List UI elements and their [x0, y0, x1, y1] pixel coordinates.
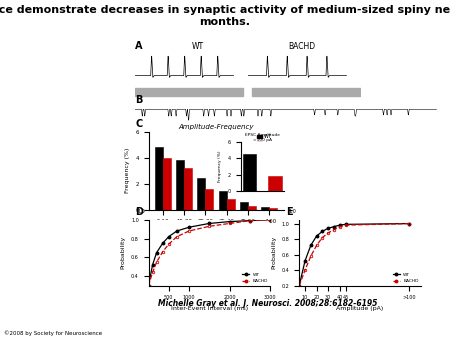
Text: D: D [135, 207, 143, 217]
Bar [219, 191, 227, 210]
Title: Amplitude-Frequency: Amplitude-Frequency [178, 124, 254, 130]
Legend: WT, BACHD: WT, BACHD [393, 273, 419, 283]
Bar [163, 158, 171, 210]
Text: The Journal of Neuroscience: The Journal of Neuroscience [42, 320, 116, 325]
Circle shape [0, 317, 46, 330]
Text: B: B [135, 95, 142, 105]
Bar [155, 147, 163, 210]
Bar [205, 189, 213, 210]
Text: WT: WT [192, 42, 204, 51]
Text: 1.0: 1.0 [288, 209, 296, 214]
Bar [268, 176, 282, 191]
Text: BACHD: BACHD [288, 42, 315, 51]
Legend: WT, BACHD: WT, BACHD [242, 273, 268, 283]
Bar [176, 160, 184, 210]
X-axis label: Amplitude (pA): Amplitude (pA) [337, 306, 383, 311]
Text: E: E [286, 207, 292, 217]
Title: EPSC Amplitude
>100 pA: EPSC Amplitude >100 pA [245, 133, 279, 142]
Text: 1.0: 1.0 [137, 209, 145, 214]
Text: C: C [135, 119, 142, 129]
Bar [240, 202, 248, 210]
Bar [227, 199, 235, 210]
Legend: WT, BACHD: WT, BACHD [257, 134, 281, 147]
Y-axis label: Frequency (%): Frequency (%) [125, 148, 130, 193]
Text: A: A [135, 41, 143, 51]
Y-axis label: Probability: Probability [121, 236, 126, 269]
Text: BACHD mice demonstrate decreases in synaptic activity of medium-sized spiny neur: BACHD mice demonstrate decreases in syna… [0, 5, 450, 27]
Text: Michelle Gray et al. J. Neurosci. 2008;28:6182-6195: Michelle Gray et al. J. Neurosci. 2008;2… [158, 299, 377, 308]
Bar [248, 206, 256, 210]
Y-axis label: Probability: Probability [271, 236, 276, 269]
Bar [197, 178, 205, 210]
Bar [243, 154, 256, 191]
X-axis label: Inter-Event Interval (ms): Inter-Event Interval (ms) [171, 306, 248, 311]
Bar [269, 208, 277, 210]
Bar [261, 207, 269, 210]
Bar [184, 168, 192, 210]
Y-axis label: Frequency (%): Frequency (%) [218, 151, 222, 182]
Text: ©2008 by Society for Neuroscience: ©2008 by Society for Neuroscience [4, 331, 103, 336]
X-axis label: (pA): (pA) [210, 230, 222, 235]
